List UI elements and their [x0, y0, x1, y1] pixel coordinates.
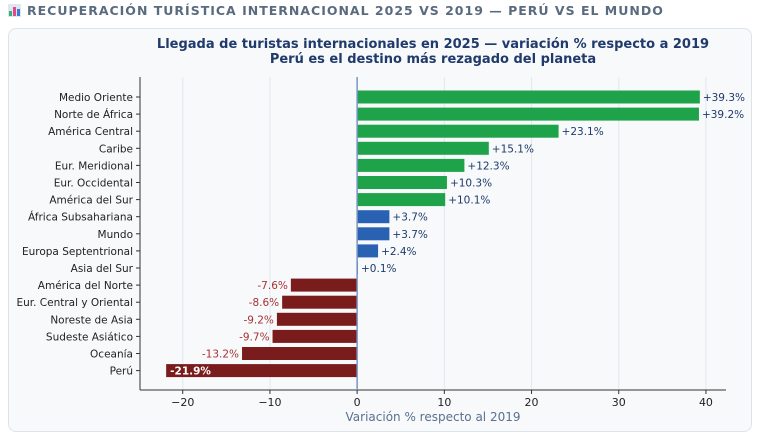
y-tick-label: Eur. Central y Oriental — [16, 297, 133, 309]
chart-subtitle: Perú es el destino más rezagado del plan… — [270, 52, 596, 67]
y-tick-label: Eur. Meridional — [55, 160, 133, 172]
data-label: +39.3% — [703, 92, 745, 104]
x-tick-label: 20 — [525, 396, 539, 409]
data-label: +10.1% — [448, 195, 490, 207]
y-tick-label: Caribe — [99, 143, 133, 155]
x-tick-label: 0 — [354, 396, 361, 409]
data-label: +15.1% — [492, 143, 534, 155]
data-label: -9.2% — [243, 314, 273, 326]
x-tick-label: 10 — [437, 396, 451, 409]
data-label: +0.1% — [361, 263, 396, 275]
bar-chart-icon — [8, 4, 21, 17]
data-label: +39.2% — [702, 109, 744, 121]
bar — [357, 244, 379, 258]
bar — [357, 141, 489, 155]
bar — [357, 193, 446, 207]
data-label: +23.1% — [562, 126, 604, 138]
bar — [357, 107, 699, 121]
bar — [282, 295, 358, 309]
data-label: -9.7% — [239, 331, 269, 343]
bar — [357, 158, 465, 172]
page-header: RECUPERACIÓN TURÍSTICA INTERNACIONAL 202… — [8, 3, 664, 18]
bar — [357, 210, 390, 224]
x-tick-label: 40 — [699, 396, 713, 409]
y-tick-label: Norte de África — [54, 108, 133, 121]
bar — [242, 347, 358, 360]
x-tick-label: 30 — [612, 396, 626, 409]
data-label: -8.6% — [249, 297, 279, 309]
bar — [276, 312, 358, 326]
bar — [272, 329, 358, 343]
bar — [357, 227, 390, 241]
y-tick-label: Oceanía — [90, 349, 133, 361]
bar — [357, 90, 700, 104]
data-label: -21.9% — [170, 366, 211, 378]
bar — [357, 176, 447, 189]
data-label: +3.7% — [392, 212, 427, 224]
y-tick-label: América del Sur — [49, 195, 133, 207]
x-axis-label: Variación % respecto al 2019 — [346, 410, 521, 424]
y-tick-label: Eur. Occidental — [54, 178, 133, 190]
bar — [166, 364, 358, 378]
data-label: -13.2% — [202, 349, 239, 361]
y-tick-label: Medio Oriente — [59, 92, 133, 104]
bar — [357, 124, 559, 138]
x-tick-label: −20 — [171, 396, 194, 409]
data-label: -7.6% — [257, 280, 287, 292]
y-tick-label: Noreste de Asia — [50, 314, 133, 326]
x-tick-label: −10 — [258, 396, 281, 409]
y-tick-label: América Central — [48, 126, 133, 138]
bar — [290, 278, 358, 292]
data-label: +3.7% — [392, 229, 427, 241]
y-tick-label: América del Norte — [38, 280, 133, 292]
chart-title: Llegada de turistas internacionales en 2… — [157, 37, 709, 52]
page-title: RECUPERACIÓN TURÍSTICA INTERNACIONAL 202… — [27, 3, 664, 18]
y-tick-label: África Subsahariana — [28, 211, 133, 224]
data-label: +12.3% — [467, 160, 509, 172]
data-label: +2.4% — [381, 246, 416, 258]
y-tick-label: Europa Septentrional — [22, 246, 133, 258]
y-tick-label: Asia del Sur — [71, 263, 134, 275]
y-tick-label: Mundo — [98, 229, 133, 241]
y-tick-label: Perú — [110, 366, 133, 378]
data-label: +10.3% — [450, 178, 492, 190]
y-tick-label: Sudeste Asiático — [46, 331, 133, 343]
